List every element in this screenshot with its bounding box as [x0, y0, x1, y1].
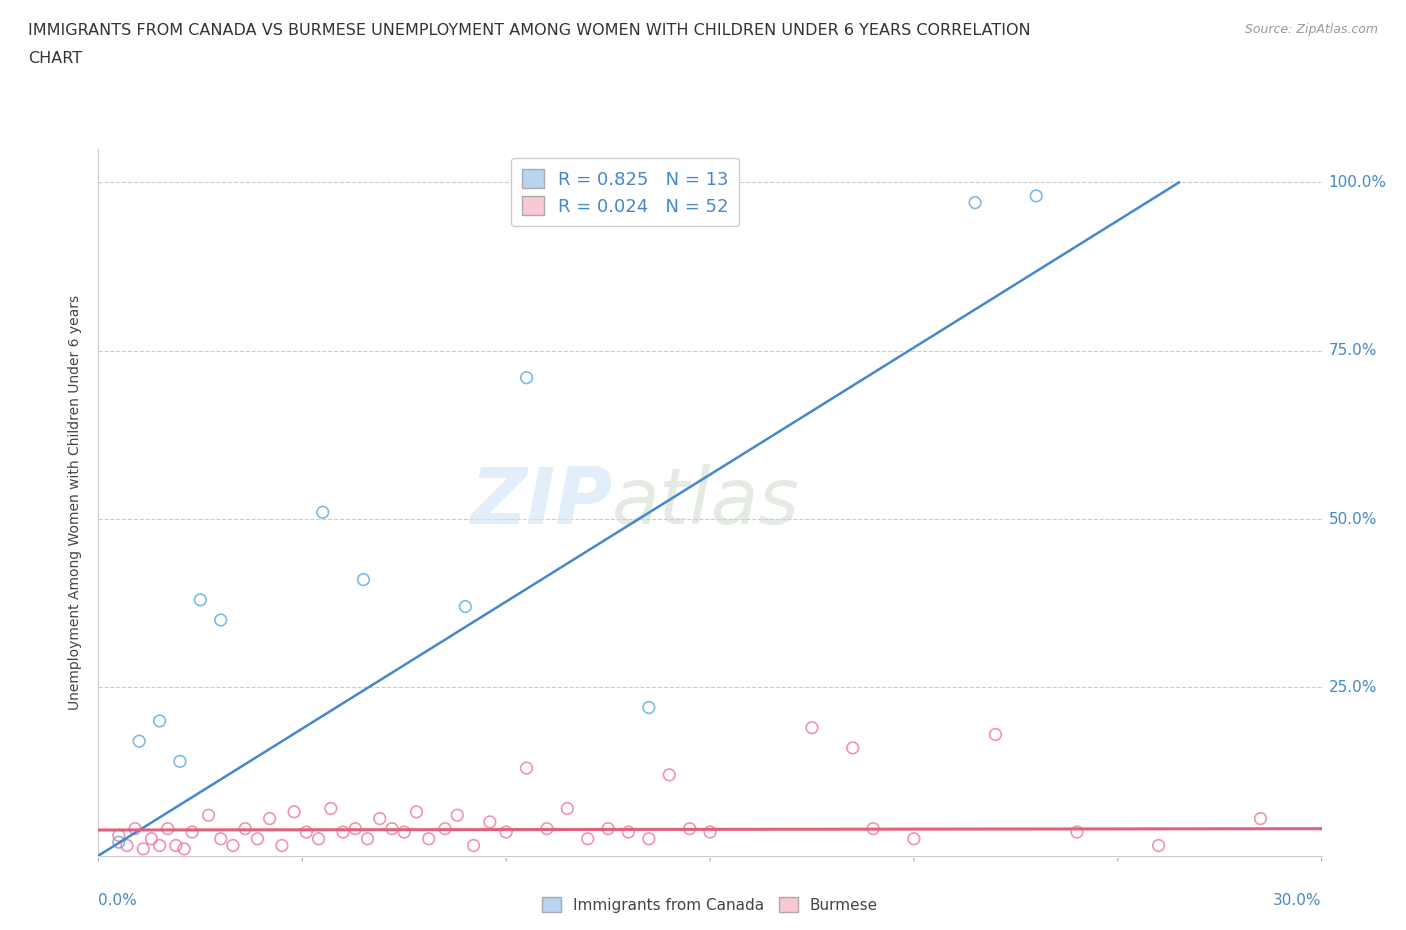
Point [984, 727, 1007, 742]
Text: 100.0%: 100.0% [1329, 175, 1386, 190]
Point [392, 825, 416, 840]
Text: atlas: atlas [612, 464, 800, 540]
Point [259, 811, 281, 826]
Point [115, 838, 138, 853]
Point [658, 767, 681, 782]
Text: 50.0%: 50.0% [1329, 512, 1376, 526]
Point [188, 592, 212, 607]
Point [352, 572, 374, 587]
Point [555, 801, 579, 816]
Text: 75.0%: 75.0% [1329, 343, 1376, 358]
Y-axis label: Unemployment Among Women with Children Under 6 years: Unemployment Among Women with Children U… [69, 295, 83, 710]
Point [233, 821, 256, 836]
Point [344, 821, 367, 836]
Point [903, 831, 925, 846]
Point [108, 828, 131, 843]
Point [516, 370, 538, 385]
Point [308, 831, 330, 846]
Text: ZIP: ZIP [470, 464, 612, 540]
Point [197, 808, 219, 823]
Point [862, 821, 884, 836]
Point [156, 821, 179, 836]
Point [434, 821, 457, 836]
Text: CHART: CHART [28, 51, 82, 66]
Point [478, 815, 501, 830]
Point [965, 195, 987, 210]
Point [319, 801, 342, 816]
Point [536, 821, 558, 836]
Point [463, 838, 485, 853]
Point [405, 804, 427, 819]
Legend: Immigrants from Canada, Burmese: Immigrants from Canada, Burmese [536, 890, 884, 919]
Text: Source: ZipAtlas.com: Source: ZipAtlas.com [1244, 23, 1378, 36]
Point [149, 713, 172, 728]
Point [576, 831, 599, 846]
Point [149, 838, 172, 853]
Point [495, 825, 517, 840]
Point [165, 838, 187, 853]
Point [108, 835, 131, 850]
Point [637, 831, 661, 846]
Point [617, 825, 640, 840]
Point [312, 505, 335, 520]
Point [141, 831, 163, 846]
Point [454, 599, 477, 614]
Point [209, 831, 232, 846]
Point [222, 838, 245, 853]
Point [209, 613, 232, 628]
Point [381, 821, 404, 836]
Point [124, 821, 146, 836]
Text: 0.0%: 0.0% [98, 893, 138, 908]
Point [270, 838, 294, 853]
Point [446, 808, 468, 823]
Point [699, 825, 721, 840]
Point [1025, 189, 1047, 204]
Point [1066, 825, 1088, 840]
Point [246, 831, 269, 846]
Point [132, 842, 155, 857]
Point [1249, 811, 1271, 826]
Point [181, 825, 204, 840]
Point [173, 842, 195, 857]
Point [598, 821, 620, 836]
Point [801, 720, 824, 735]
Point [356, 831, 378, 846]
Text: IMMIGRANTS FROM CANADA VS BURMESE UNEMPLOYMENT AMONG WOMEN WITH CHILDREN UNDER 6: IMMIGRANTS FROM CANADA VS BURMESE UNEMPL… [28, 23, 1031, 38]
Point [283, 804, 305, 819]
Point [516, 761, 538, 776]
Point [1147, 838, 1170, 853]
Point [295, 825, 318, 840]
Point [637, 700, 661, 715]
Point [368, 811, 391, 826]
Point [679, 821, 702, 836]
Point [332, 825, 354, 840]
Point [128, 734, 150, 749]
Point [841, 740, 863, 755]
Point [169, 754, 191, 769]
Text: 25.0%: 25.0% [1329, 680, 1376, 695]
Text: 30.0%: 30.0% [1274, 893, 1322, 908]
Point [418, 831, 440, 846]
